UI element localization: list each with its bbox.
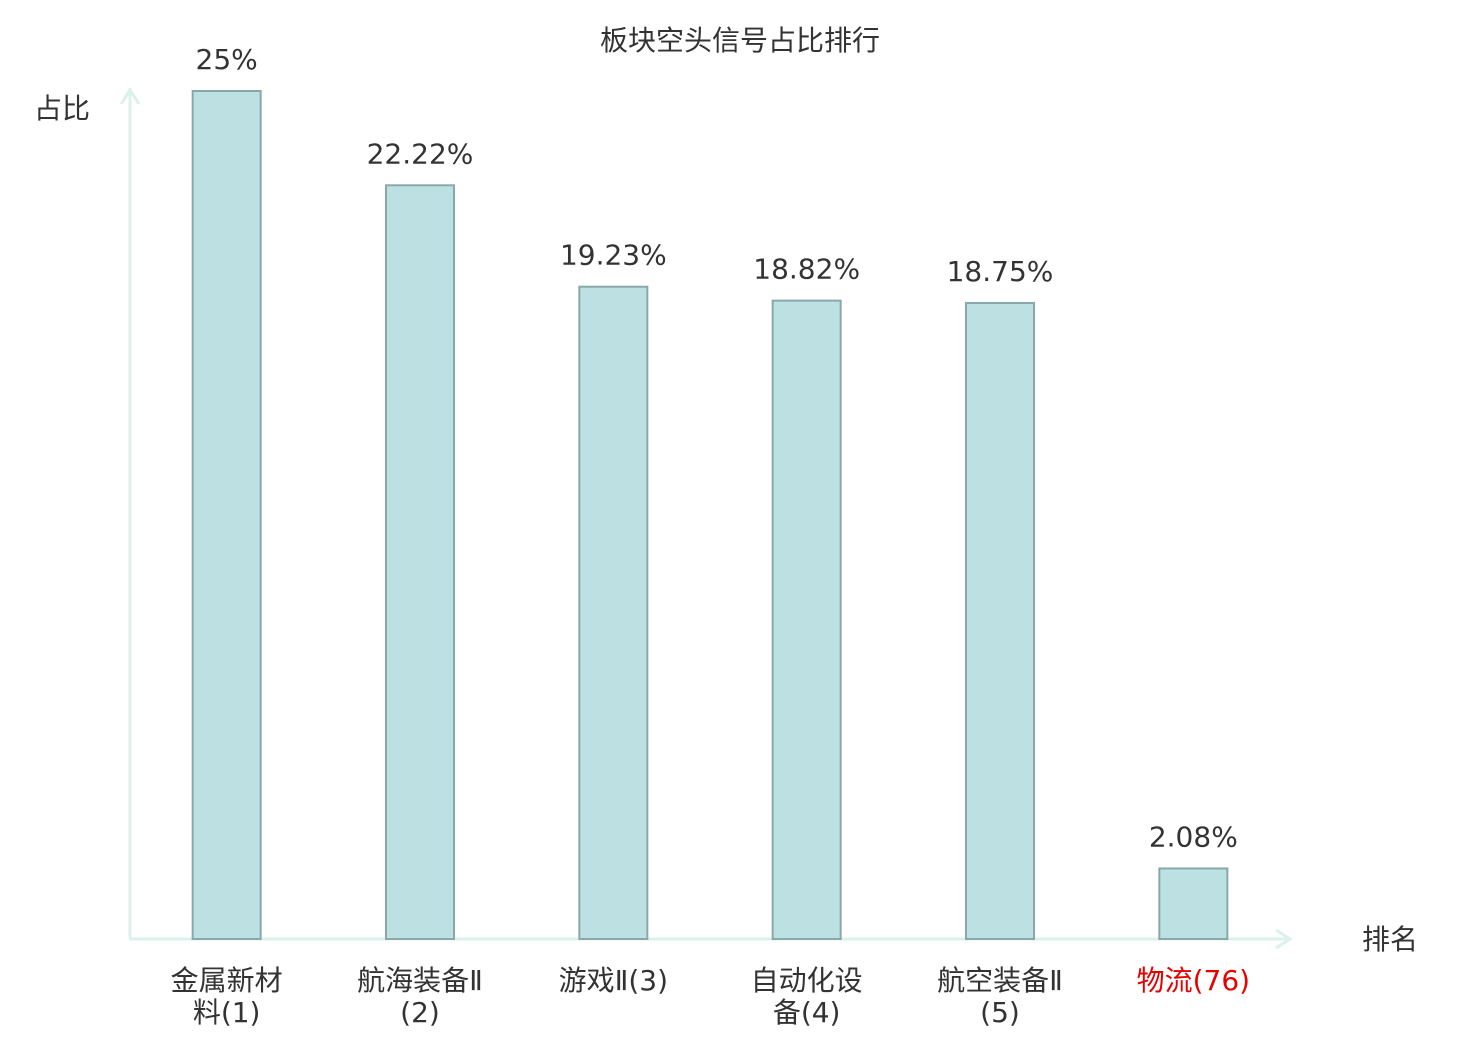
y-axis-arrow	[119, 87, 141, 105]
bar	[191, 90, 262, 940]
x-axis-arrow	[1275, 928, 1293, 950]
x-tick-label: 航空装备Ⅱ(5)	[937, 964, 1063, 1029]
x-axis-label: 排名	[1362, 923, 1418, 956]
x-tick-label: 航海装备Ⅱ(2)	[357, 964, 483, 1029]
value-label: 19.23%	[560, 239, 667, 272]
value-label: 25%	[196, 43, 258, 76]
bar	[965, 302, 1035, 940]
value-label: 22.22%	[367, 137, 474, 170]
x-tick-label: 游戏Ⅱ(3)	[558, 964, 669, 997]
bar	[771, 299, 842, 940]
bar	[1158, 867, 1229, 941]
y-axis-label: 占比	[34, 92, 90, 125]
bar	[385, 184, 455, 940]
value-label: 18.75%	[947, 255, 1054, 288]
value-label: 18.82%	[753, 253, 860, 286]
x-tick-label: 金属新材料(1)	[170, 964, 283, 1029]
value-label: 2.08%	[1149, 820, 1238, 853]
x-tick-label: 物流(76)	[1136, 964, 1251, 997]
x-tick-label: 自动化设备(4)	[750, 964, 863, 1029]
bar	[578, 285, 649, 941]
chart-title: 板块空头信号占比排行	[600, 24, 880, 57]
